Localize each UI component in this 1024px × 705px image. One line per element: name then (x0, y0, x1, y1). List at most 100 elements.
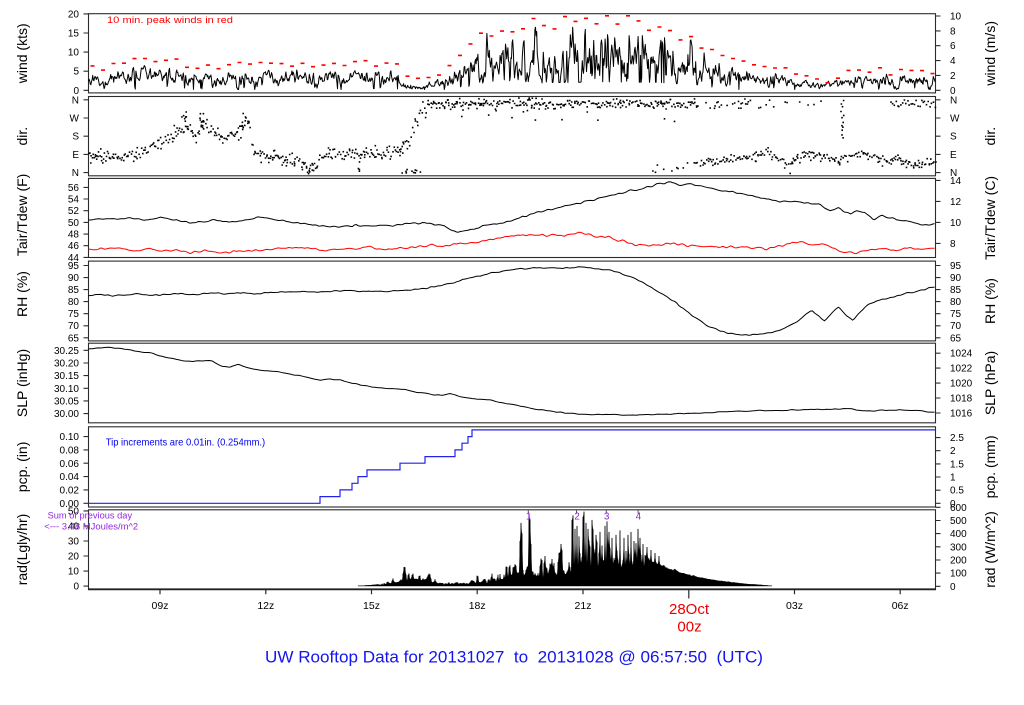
svg-text:Sum of previous day: Sum of previous day (48, 511, 133, 522)
svg-text:40: 40 (68, 521, 80, 532)
svg-text:300: 300 (950, 542, 967, 553)
svg-text:75: 75 (68, 309, 80, 320)
svg-text:N: N (72, 168, 79, 179)
svg-text:65: 65 (68, 333, 80, 344)
svg-text:48: 48 (68, 230, 80, 241)
svg-text:30.20: 30.20 (54, 359, 79, 370)
svg-text:1.5: 1.5 (950, 459, 964, 470)
svg-text:70: 70 (68, 321, 80, 332)
svg-text:50: 50 (68, 218, 80, 229)
svg-text:15z: 15z (363, 600, 380, 612)
svg-text:0: 0 (73, 86, 79, 97)
svg-text:3: 3 (604, 512, 610, 523)
svg-text:N: N (950, 95, 957, 106)
svg-text:600: 600 (950, 503, 967, 514)
svg-text:2: 2 (950, 71, 956, 82)
svg-text:1020: 1020 (950, 379, 973, 390)
svg-text:dir.: dir. (14, 127, 30, 146)
svg-text:15: 15 (68, 29, 80, 40)
svg-text:UW Rooftop Data for 20131027: UW Rooftop Data for 20131027 to 20131028… (265, 649, 763, 667)
svg-text:1018: 1018 (950, 394, 973, 405)
svg-text:80: 80 (68, 297, 80, 308)
svg-text:2: 2 (574, 512, 580, 523)
svg-text:SLP (inHg): SLP (inHg) (14, 349, 30, 417)
svg-text:E: E (72, 150, 79, 161)
svg-text:28Oct: 28Oct (669, 601, 710, 618)
svg-text:90: 90 (68, 273, 80, 284)
svg-text:S: S (950, 132, 957, 143)
svg-text:20: 20 (68, 552, 80, 563)
svg-text:Tip increments are 0.01in. (0.: Tip increments are 0.01in. (0.254mm.) (106, 437, 266, 449)
svg-text:W: W (70, 114, 80, 125)
svg-text:00z: 00z (677, 619, 701, 636)
svg-text:Tair/Tdew (F): Tair/Tdew (F) (14, 174, 30, 256)
svg-text:pcp. (mm): pcp. (mm) (982, 435, 998, 498)
svg-text:52: 52 (68, 206, 80, 217)
svg-text:0: 0 (73, 582, 79, 593)
svg-text:1: 1 (950, 473, 956, 484)
svg-text:4: 4 (950, 56, 956, 67)
svg-text:0.5: 0.5 (950, 486, 964, 497)
svg-text:<--- 3.48 MJoules/m^2: <--- 3.48 MJoules/m^2 (44, 522, 138, 533)
svg-text:0.06: 0.06 (60, 459, 80, 470)
svg-text:0: 0 (950, 499, 956, 510)
svg-text:rad(Lgly/hr): rad(Lgly/hr) (14, 514, 30, 586)
svg-text:06z: 06z (892, 600, 909, 612)
svg-text:30.10: 30.10 (54, 384, 79, 395)
svg-text:0: 0 (950, 86, 956, 97)
svg-text:5: 5 (73, 67, 79, 78)
svg-text:0.04: 0.04 (60, 472, 80, 483)
svg-text:RH (%): RH (%) (14, 271, 30, 317)
svg-text:0.02: 0.02 (60, 485, 80, 496)
svg-text:200: 200 (950, 556, 967, 567)
svg-text:80: 80 (950, 297, 962, 308)
svg-text:90: 90 (950, 273, 962, 284)
svg-text:10 min. peak winds in red: 10 min. peak winds in red (107, 15, 233, 26)
svg-text:2.5: 2.5 (950, 433, 964, 444)
svg-text:SLP (hPa): SLP (hPa) (982, 351, 998, 415)
svg-text:0.10: 0.10 (60, 432, 80, 443)
svg-text:rad (W/m^2): rad (W/m^2) (982, 511, 998, 588)
svg-text:03z: 03z (786, 600, 803, 612)
svg-text:12: 12 (950, 197, 962, 208)
svg-text:N: N (950, 168, 957, 179)
svg-text:RH (%): RH (%) (982, 278, 998, 324)
svg-text:400: 400 (950, 529, 967, 540)
svg-text:30.15: 30.15 (54, 371, 79, 382)
svg-text:1022: 1022 (950, 364, 973, 375)
svg-text:2: 2 (950, 446, 956, 457)
svg-text:30.25: 30.25 (54, 346, 79, 357)
svg-text:95: 95 (68, 261, 80, 272)
svg-text:1024: 1024 (950, 349, 973, 360)
svg-text:54: 54 (68, 195, 80, 206)
svg-text:30.05: 30.05 (54, 396, 79, 407)
svg-text:wind (kts): wind (kts) (14, 23, 30, 84)
svg-text:85: 85 (950, 285, 962, 296)
svg-text:10: 10 (68, 567, 80, 578)
svg-text:56: 56 (68, 183, 80, 194)
svg-text:09z: 09z (152, 600, 169, 612)
svg-text:W: W (950, 114, 960, 125)
svg-text:dir.: dir. (982, 127, 998, 146)
svg-text:Tair/Tdew (C): Tair/Tdew (C) (982, 176, 998, 260)
svg-text:0.00: 0.00 (60, 499, 80, 510)
svg-text:500: 500 (950, 516, 967, 527)
svg-text:20: 20 (68, 9, 80, 20)
svg-text:65: 65 (950, 333, 962, 344)
svg-text:14: 14 (950, 176, 962, 187)
svg-text:wind (m/s): wind (m/s) (982, 21, 998, 87)
svg-text:46: 46 (68, 241, 80, 252)
svg-text:44: 44 (68, 253, 80, 264)
svg-text:1: 1 (526, 512, 532, 523)
svg-text:E: E (950, 150, 957, 161)
svg-text:8: 8 (950, 26, 956, 37)
svg-text:30.00: 30.00 (54, 409, 79, 420)
svg-text:50: 50 (68, 506, 80, 517)
svg-text:10: 10 (950, 218, 962, 229)
svg-text:S: S (72, 132, 79, 143)
svg-text:1016: 1016 (950, 409, 973, 420)
svg-text:95: 95 (950, 261, 962, 272)
svg-text:8: 8 (950, 239, 956, 250)
svg-text:30: 30 (68, 537, 80, 548)
svg-text:85: 85 (68, 285, 80, 296)
